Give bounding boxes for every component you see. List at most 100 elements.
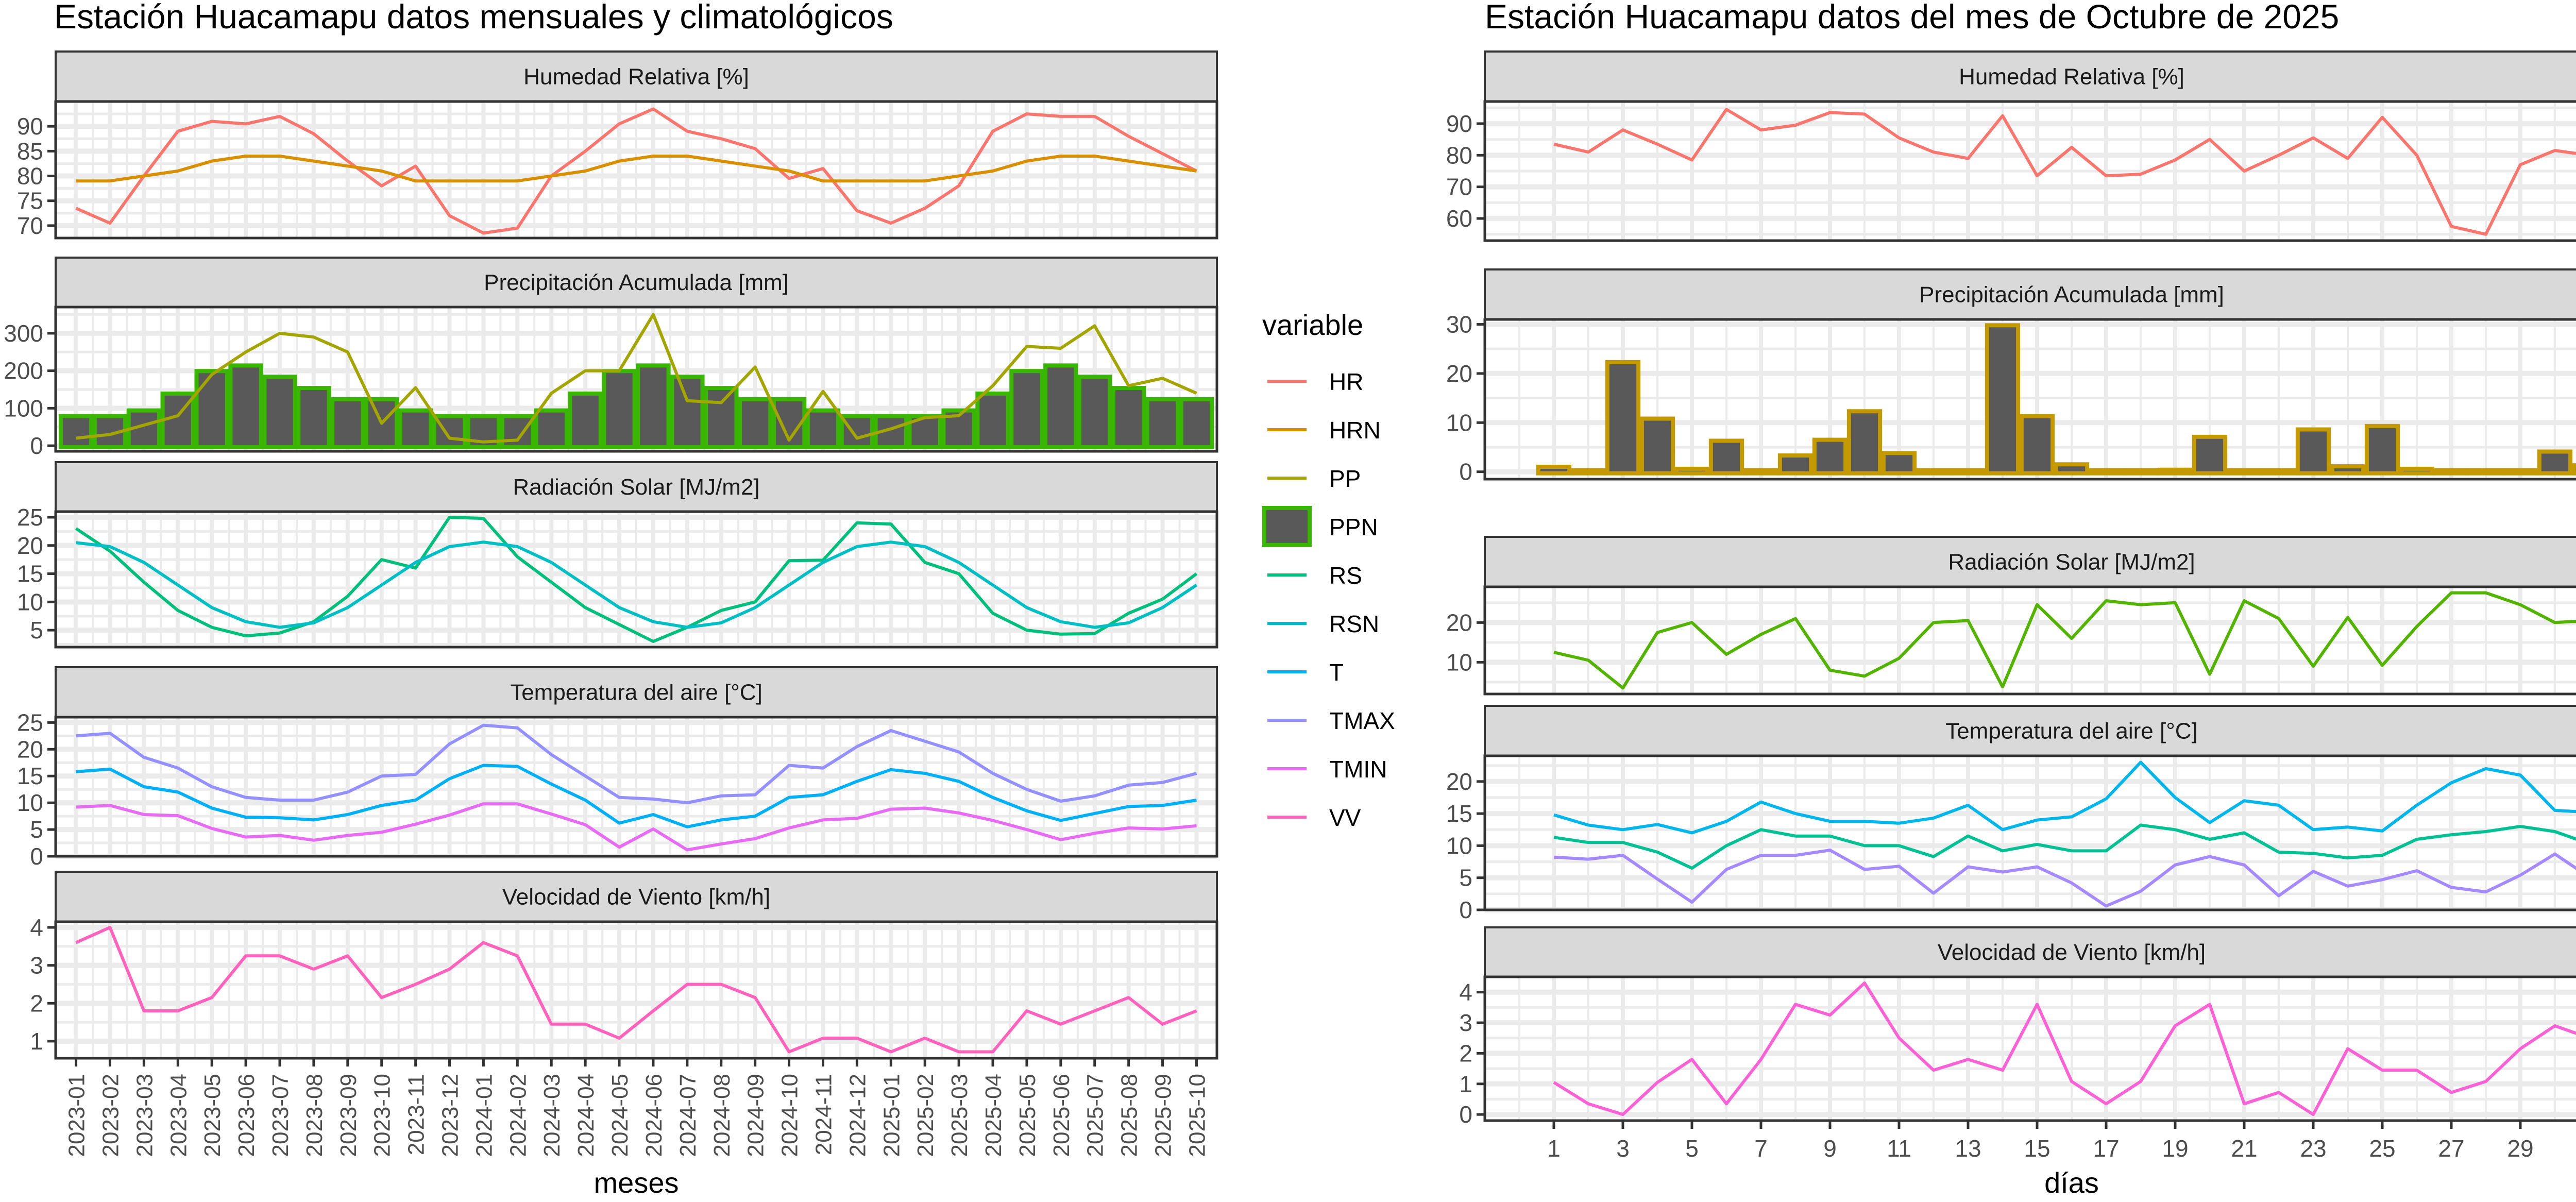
x-tick-label: 2025-07: [1083, 1074, 1108, 1157]
x-axis-title: días: [2044, 1166, 2099, 1199]
x-tick-label: 13: [1955, 1135, 1981, 1162]
legend-item-t: T: [1267, 659, 1344, 686]
x-tick-label: 7: [1754, 1135, 1768, 1162]
bar-ppn: [1147, 399, 1178, 447]
x-axis-title: meses: [594, 1166, 679, 1199]
legend-label: PPN: [1329, 514, 1378, 540]
bar-pp: [1745, 470, 1776, 473]
y-tick-label: 30: [1446, 311, 1472, 338]
y-tick-label: 60: [1446, 205, 1472, 232]
y-tick-label: 25: [17, 504, 43, 531]
y-tick-label: 3: [1459, 1009, 1472, 1036]
y-tick-label: 25: [17, 709, 43, 736]
bar-pp: [2091, 470, 2122, 473]
panel-strip-label: Temperatura del aire [°C]: [1945, 719, 2198, 744]
bar-pp: [1953, 470, 1984, 473]
legend-key-bar: [1264, 508, 1310, 545]
bar-pp: [2332, 466, 2363, 473]
x-tick-label: 29: [2507, 1135, 2533, 1162]
x-tick-label: 9: [1823, 1135, 1837, 1162]
x-tick-label: 2024-06: [641, 1074, 667, 1157]
y-tick-label: 75: [17, 188, 43, 214]
bar-ppn: [842, 416, 872, 448]
bar-pp: [1711, 441, 1742, 473]
bar-pp: [1642, 419, 1673, 473]
bar-pp: [2056, 464, 2087, 473]
y-tick-label: 5: [30, 617, 43, 644]
x-tick-label: 2025-09: [1151, 1074, 1176, 1157]
y-tick-label: 15: [17, 763, 43, 789]
y-tick-label: 0: [1459, 1101, 1472, 1128]
bar-pp: [1538, 467, 1569, 473]
panel-strip-label: Radiación Solar [MJ/m2]: [513, 475, 759, 500]
x-tick-label: 2025-04: [981, 1074, 1006, 1157]
legend-label: PP: [1329, 465, 1361, 492]
x-tick-label: 2023-06: [234, 1074, 259, 1157]
y-tick-label: 20: [17, 736, 43, 763]
y-tick-label: 0: [30, 432, 43, 459]
bar-ppn: [230, 365, 261, 447]
y-tick-label: 0: [1459, 896, 1472, 923]
x-tick-label: 2024-09: [743, 1074, 769, 1157]
x-tick-label: 3: [1616, 1135, 1630, 1162]
bar-ppn: [672, 377, 702, 447]
bar-ppn: [604, 371, 634, 447]
bar-ppn: [1181, 399, 1212, 447]
y-tick-label: 10: [17, 588, 43, 615]
y-tick-label: 20: [1446, 768, 1472, 795]
bar-ppn: [638, 365, 668, 447]
bar-pp: [2436, 470, 2467, 473]
x-tick-label: 2023-12: [438, 1074, 463, 1157]
bar-pp: [1918, 470, 1949, 473]
y-tick-label: 5: [30, 816, 43, 843]
panel-strip-label: Humedad Relativa [%]: [523, 64, 749, 90]
y-tick-label: 10: [1446, 409, 1472, 436]
y-tick-label: 15: [17, 561, 43, 587]
x-tick-label: 21: [2231, 1135, 2257, 1162]
panel-strip-label: Precipitación Acumulada [mm]: [484, 270, 789, 295]
x-tick-label: 2023-11: [404, 1074, 429, 1155]
bar-pp: [2263, 470, 2294, 473]
y-tick-label: 20: [1446, 609, 1472, 636]
x-tick-label: 2023-04: [166, 1074, 191, 1157]
x-tick-label: 2024-01: [471, 1074, 497, 1157]
bar-ppn: [570, 394, 600, 447]
bar-ppn: [332, 399, 363, 447]
y-tick-label: 2: [30, 990, 43, 1017]
bar-ppn: [502, 416, 533, 448]
y-tick-label: 15: [1446, 800, 1472, 827]
x-tick-label: 2024-08: [709, 1074, 735, 1157]
x-tick-label: 2024-02: [505, 1074, 531, 1157]
y-tick-label: 80: [1446, 142, 1472, 168]
x-tick-label: 2024-03: [539, 1074, 565, 1157]
y-tick-label: 85: [17, 138, 43, 164]
panel-strip-label: Precipitación Acumulada [mm]: [1919, 282, 2224, 308]
bar-pp: [2539, 451, 2570, 473]
x-tick-label: 2025-05: [1015, 1074, 1040, 1157]
bar-pp: [2505, 470, 2536, 473]
panel-strip-label: Velocidad de Viento [km/h]: [1938, 940, 2206, 965]
legend-title: variable: [1262, 309, 1363, 341]
x-tick-label: 2023-05: [200, 1074, 225, 1157]
figure-title: Estación Huacamapu datos mensuales y cli…: [54, 0, 893, 36]
x-tick-label: 1: [1547, 1135, 1561, 1162]
bar-pp: [2367, 426, 2398, 473]
x-tick-label: 2023-10: [370, 1074, 395, 1157]
panel-strip-label: Humedad Relativa [%]: [1959, 64, 2184, 90]
legend-label: RS: [1329, 562, 1362, 589]
legend-item-ppn: PPN: [1264, 508, 1378, 545]
x-tick-label: 11: [1887, 1135, 1911, 1162]
legend-label: TMAX: [1329, 707, 1395, 734]
y-tick-label: 0: [1459, 459, 1472, 485]
bar-pp: [2125, 470, 2156, 473]
y-tick-label: 3: [30, 952, 43, 979]
y-tick-label: 70: [1446, 174, 1472, 200]
y-tick-label: 300: [4, 320, 43, 347]
bar-pp: [2022, 416, 2053, 473]
